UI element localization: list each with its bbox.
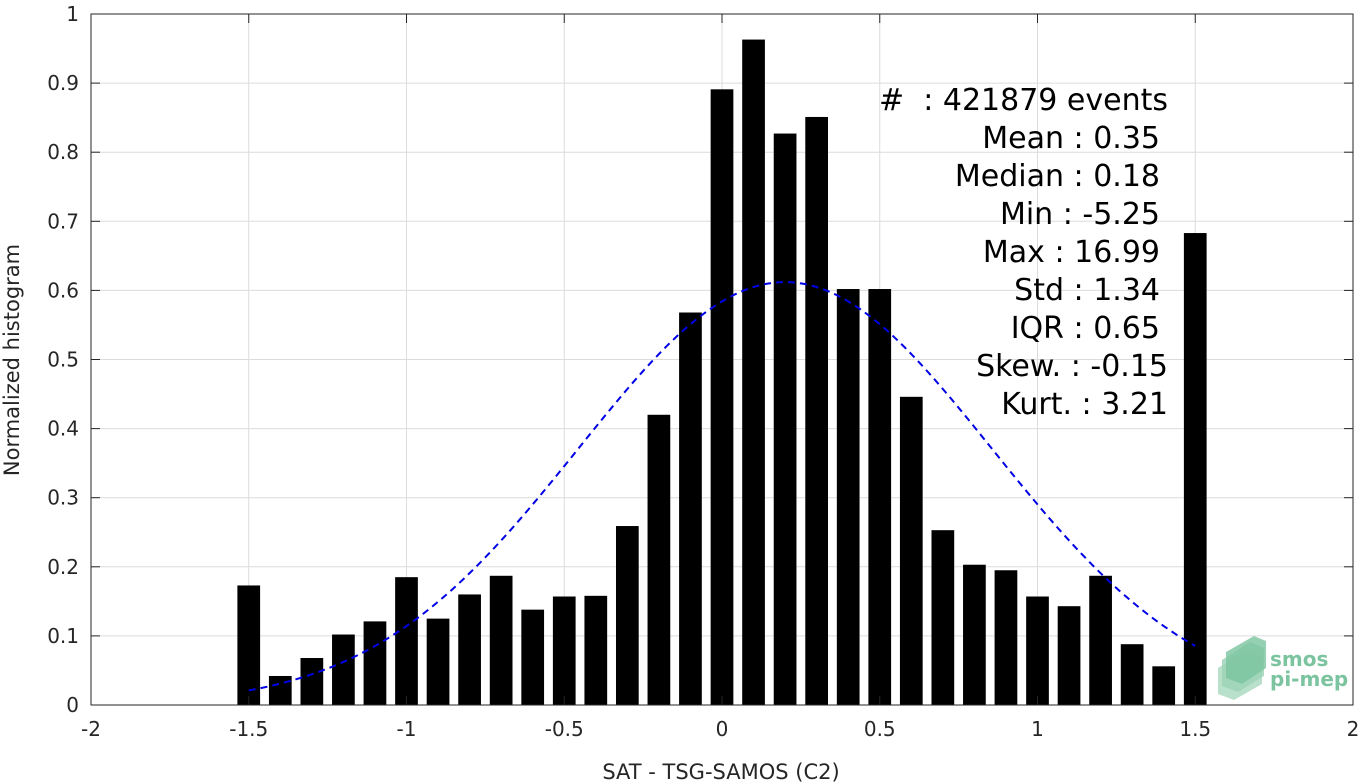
histogram-bar (521, 609, 545, 705)
y-tick-label: 0.4 (47, 417, 79, 441)
histogram-bar (1057, 606, 1081, 705)
histogram-bar (300, 658, 324, 705)
x-tick-label: 0 (716, 717, 729, 741)
y-tick-label: 0.6 (47, 278, 79, 302)
stats-line: Skew. : -0.15 (976, 349, 1168, 384)
logo-text-pimep: pi-mep (1270, 667, 1348, 691)
normal-fit-curve (248, 281, 1196, 692)
x-tick-label: -2 (81, 717, 101, 741)
histogram-bar (489, 575, 513, 705)
histogram-bars (237, 39, 1207, 706)
histogram-bar (1120, 644, 1144, 705)
y-axis-label: Normalized histogram (0, 244, 24, 476)
logo-mark-icon (1218, 636, 1266, 700)
histogram-bar (1026, 596, 1049, 705)
histogram-bar (994, 570, 1018, 705)
histogram-bar (332, 634, 355, 705)
y-tick-label: 0 (66, 693, 79, 717)
x-tick-label: -1.5 (229, 717, 268, 741)
stats-line: Kurt. : 3.21 (1001, 387, 1168, 422)
stats-line: Mean : 0.35 (982, 121, 1160, 156)
y-tick-label: 0.2 (47, 555, 79, 579)
histogram-bar (426, 618, 450, 705)
x-tick-label: 1 (1031, 717, 1044, 741)
x-tick-label: 0.5 (864, 717, 896, 741)
histogram-bar (1183, 233, 1207, 705)
x-axis-label: SAT - TSG-SAMOS (C2) (602, 760, 839, 784)
axes (90, 13, 1354, 706)
y-tick-label: 0.7 (47, 209, 79, 233)
stats-line: Min : -5.25 (1000, 197, 1160, 232)
histogram-bar (647, 414, 671, 705)
histogram-bar (458, 594, 481, 705)
x-tick-label: -1 (397, 717, 417, 741)
y-tick-label: 0.5 (47, 348, 79, 372)
histogram-bar (710, 89, 734, 706)
y-tick-label: 0.9 (47, 71, 79, 95)
y-tick-label: 0.8 (47, 140, 79, 164)
y-tick-labels: 0 0.1 0.2 0.3 0.4 0.5 0.6 0.7 0.8 0.9 1 (47, 2, 79, 717)
histogram-bar (584, 595, 608, 705)
x-tick-label: -0.5 (545, 717, 584, 741)
histogram-bar (899, 396, 923, 705)
histogram-bar (1089, 575, 1112, 705)
histogram-bar (773, 133, 797, 706)
histogram-bar (742, 39, 765, 705)
histogram-bar (237, 585, 261, 705)
histogram-bar (963, 564, 986, 705)
smos-pi-mep-logo: smos pi-mep (1218, 636, 1348, 700)
histogram-bar (615, 526, 639, 705)
stats-line: Median : 0.18 (955, 159, 1160, 194)
histogram-bar (931, 530, 955, 705)
x-tick-labels: -2 -1.5 -1 -0.5 0 0.5 1 1.5 2 (81, 717, 1359, 741)
histogram-bar (679, 312, 702, 705)
stats-line: Max : 16.99 (983, 235, 1160, 270)
y-tick-label: 0.3 (47, 486, 79, 510)
histogram-bar (395, 577, 418, 705)
x-tick-label: 1.5 (1179, 717, 1211, 741)
histogram-bar (868, 289, 892, 705)
x-tick-label: 2 (1347, 717, 1360, 741)
logo-text-smos: smos (1270, 647, 1328, 671)
histogram-bar (805, 116, 829, 706)
histogram-bar (836, 289, 860, 705)
histogram-bar (363, 621, 387, 705)
histogram-bar (552, 596, 576, 705)
y-tick-label: 1 (66, 2, 79, 26)
stats-line: # : 421879 events (879, 83, 1168, 118)
histogram-bar (1152, 666, 1176, 705)
y-tick-label: 0.1 (47, 624, 79, 648)
histogram-bar (268, 675, 292, 705)
stats-line: Std : 1.34 (1014, 273, 1160, 308)
stats-line: IQR : 0.65 (1011, 311, 1160, 346)
